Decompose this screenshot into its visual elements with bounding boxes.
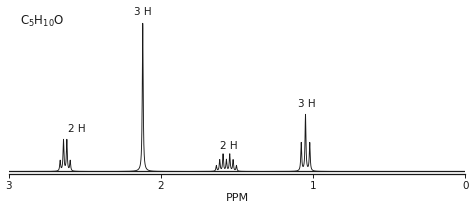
X-axis label: PPM: PPM — [226, 194, 248, 203]
Text: 3 H: 3 H — [134, 7, 151, 17]
Text: 2 H: 2 H — [68, 124, 86, 134]
Text: $\mathregular{C_5H_{10}O}$: $\mathregular{C_5H_{10}O}$ — [20, 14, 64, 29]
Text: 3 H: 3 H — [298, 99, 316, 109]
Text: 2 H: 2 H — [220, 141, 238, 151]
